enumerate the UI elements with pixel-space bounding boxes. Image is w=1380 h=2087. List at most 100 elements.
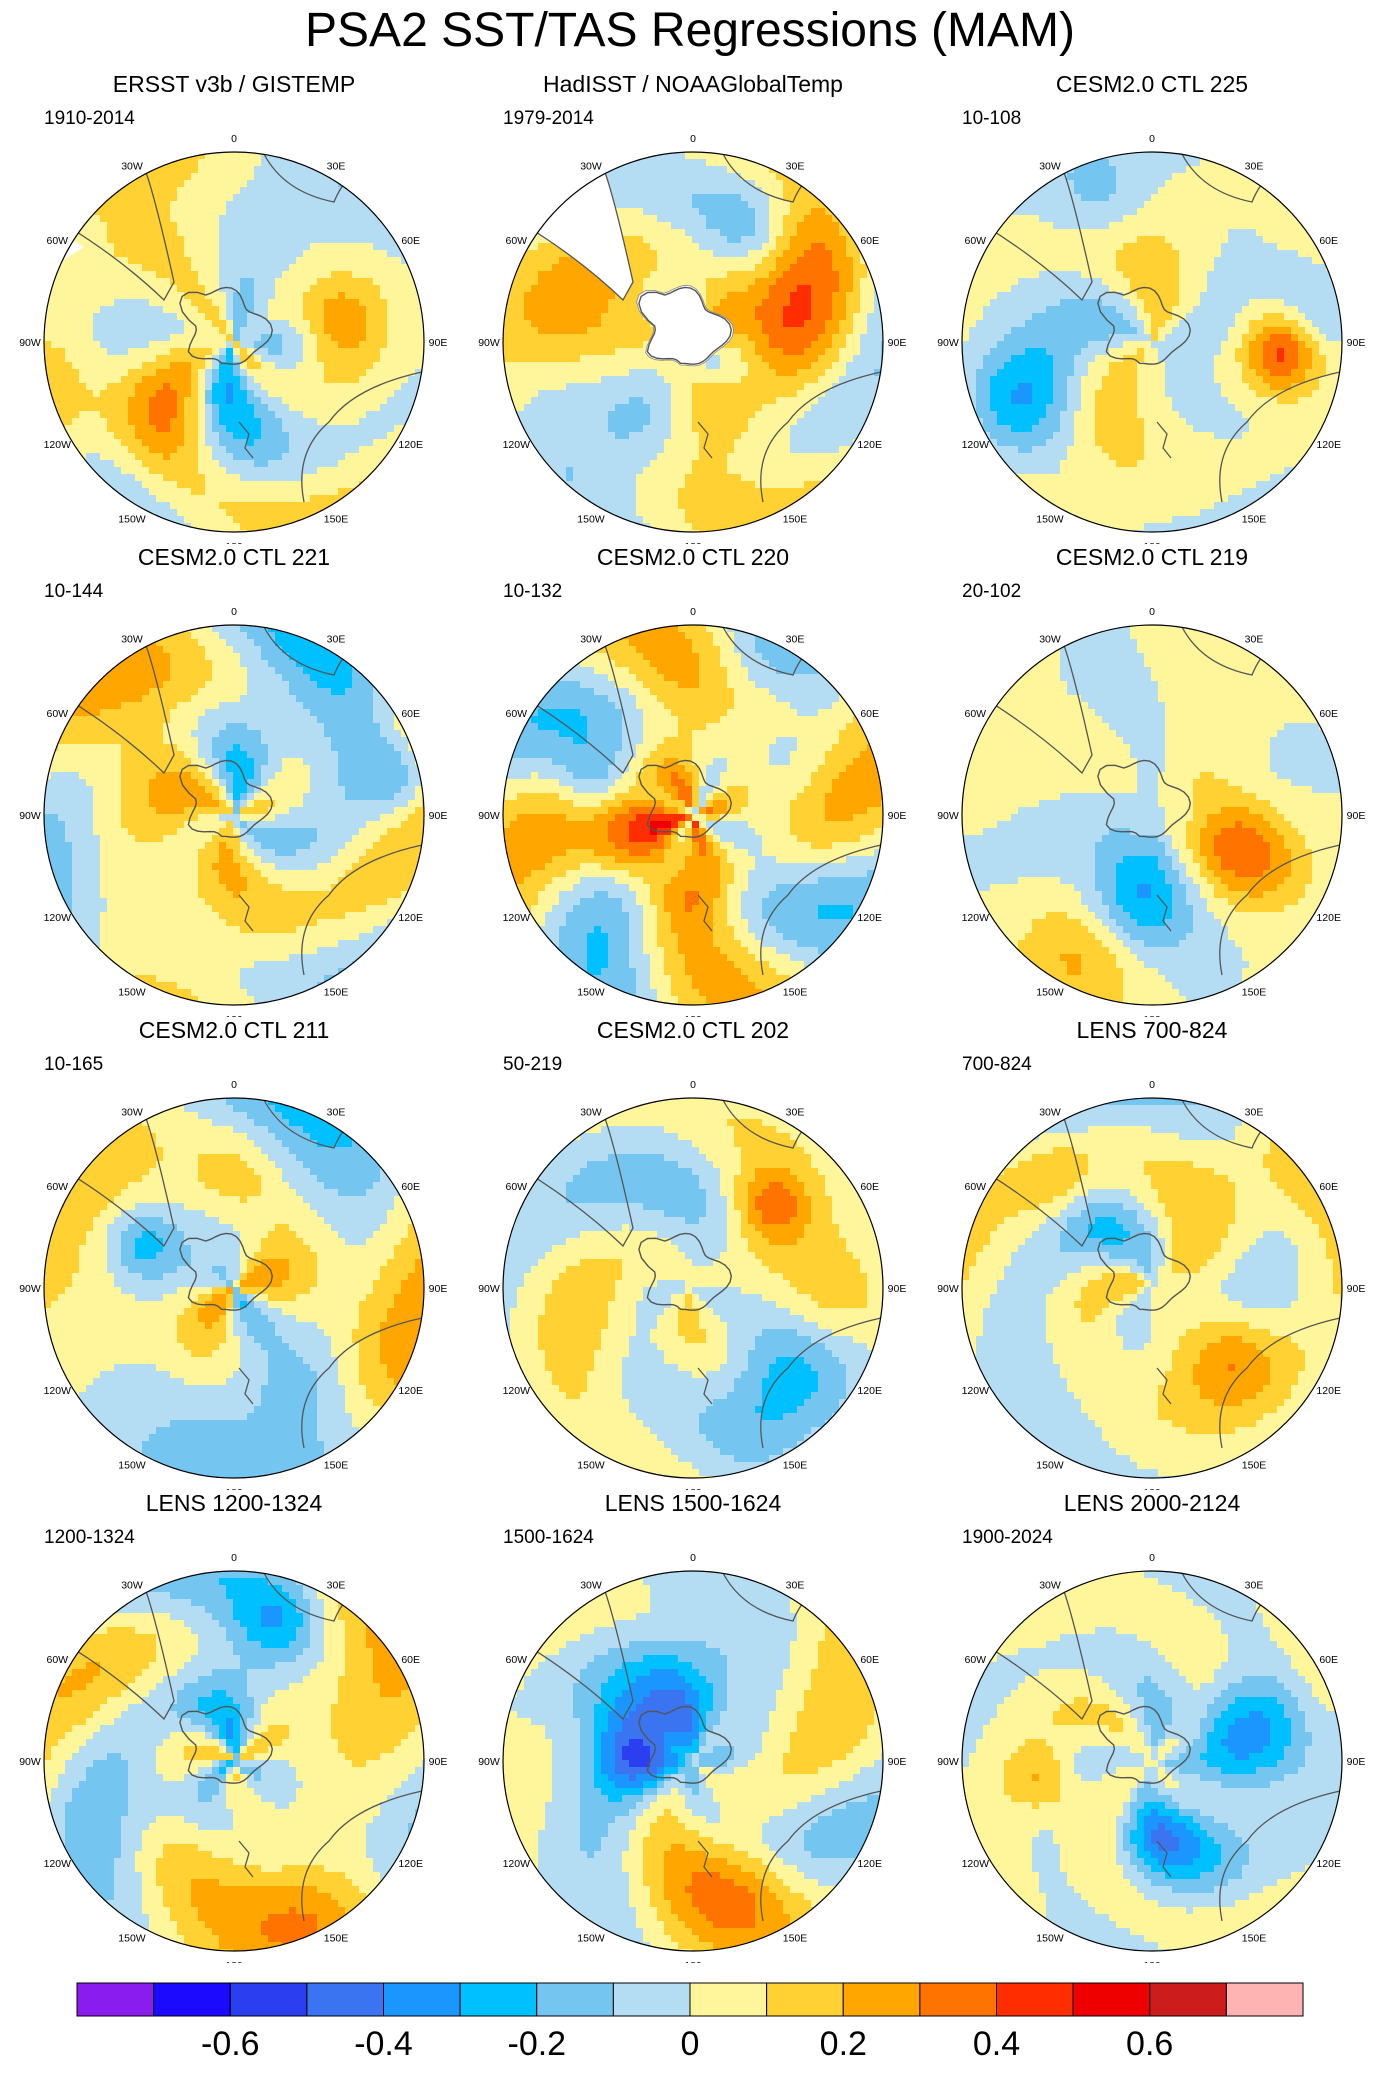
longitude-label: 90E bbox=[888, 1756, 907, 1768]
longitude-label: 120W bbox=[44, 1858, 72, 1870]
longitude-label: 30W bbox=[121, 1579, 143, 1591]
panel-title: CESM2.0 CTL 225 bbox=[922, 70, 1380, 98]
map-panel: CESM2.0 CTL 211 10-165 0 30E 60E 90E 120E 150E 1… bbox=[4, 1016, 464, 1490]
longitude-label: 90W bbox=[478, 1756, 500, 1768]
sst-field bbox=[44, 1571, 424, 1951]
longitude-label: 120E bbox=[857, 1385, 882, 1397]
longitude-label: 150E bbox=[783, 987, 808, 999]
longitude-label: 150W bbox=[118, 514, 146, 526]
antarctica-coastline bbox=[638, 1705, 733, 1784]
australia-coastline bbox=[760, 844, 882, 976]
longitude-label: 30W bbox=[580, 160, 602, 172]
antarctica-coastline bbox=[1097, 1232, 1192, 1311]
panel-title: LENS 2000-2124 bbox=[922, 1489, 1380, 1517]
map-panel: LENS 700-824 700-824 0 30E 60E 90E 120E 150E 180… bbox=[922, 1016, 1380, 1490]
longitude-label: 180 bbox=[1143, 1014, 1161, 1017]
longitude-label: 150W bbox=[1036, 514, 1064, 526]
longitude-label: 30E bbox=[327, 1579, 346, 1591]
longitude-label: 90W bbox=[478, 337, 500, 349]
map-boundary bbox=[502, 1570, 884, 1952]
south-america-coastline bbox=[44, 1585, 175, 1721]
longitude-label: 90E bbox=[429, 1283, 448, 1295]
longitude-label: 180 bbox=[225, 541, 243, 544]
antarctica-coastline bbox=[179, 1705, 274, 1784]
longitude-label: 60E bbox=[860, 235, 879, 247]
longitude-label: 60E bbox=[401, 235, 420, 247]
new-zealand-coastline bbox=[1156, 894, 1172, 932]
polar-map: 0 30E 60E 90E 120E 150E 180 150W 120W 90W 60W 30W bbox=[478, 1079, 906, 1490]
longitude-label: 60E bbox=[401, 1654, 420, 1666]
longitude-label: 90E bbox=[429, 337, 448, 349]
longitude-label: 0 bbox=[1149, 606, 1155, 618]
longitude-label: 0 bbox=[690, 1079, 696, 1091]
map-boundary bbox=[43, 624, 425, 1006]
longitude-label: 30W bbox=[580, 633, 602, 645]
longitude-label: 120W bbox=[503, 912, 531, 924]
longitude-label: 90E bbox=[888, 337, 907, 349]
polar-map: 0 30E 60E 90E 120E 150E 180 150W 120W 90W 60W 30W bbox=[478, 1552, 907, 1963]
longitude-label: 90W bbox=[478, 1283, 500, 1295]
polar-map: 0 30E 60E 90E 120E 150E 180 150W 120W 90W 60W 30W bbox=[937, 1079, 1365, 1490]
south-america-coastline bbox=[44, 166, 175, 302]
new-zealand-coastline bbox=[238, 1367, 254, 1405]
panel-year-range: 10-165 bbox=[44, 1054, 103, 1076]
figure-title: PSA2 SST/TAS Regressions (MAM) bbox=[0, 0, 1380, 70]
antarctica-coastline bbox=[1097, 1705, 1192, 1784]
longitude-label: 90W bbox=[19, 337, 41, 349]
longitude-label: 90W bbox=[937, 810, 959, 822]
panel-title: HadISST / NOAAGlobalTemp bbox=[463, 70, 923, 98]
longitude-label: 30W bbox=[580, 1579, 602, 1591]
longitude-label: 60E bbox=[401, 1181, 420, 1193]
new-zealand-coastline bbox=[697, 894, 713, 932]
longitude-label: 30E bbox=[327, 1106, 346, 1118]
polar-map: 0 30E 60E 90E 120E 150E 180 150W 120W 90W 60W 30W bbox=[937, 1552, 1365, 1963]
map-panel: LENS 1500-1624 1500-1624 0 30E 60E 90E 120E 150… bbox=[463, 1489, 923, 1963]
panel-title: CESM2.0 CTL 211 bbox=[4, 1016, 464, 1044]
panel-year-range: 1200-1324 bbox=[44, 1527, 135, 1549]
polar-map: 0 30E 60E 90E 120E 150E 180 150W 120W 90W 60W 30W bbox=[937, 133, 1365, 544]
longitude-label: 150E bbox=[1242, 1460, 1267, 1472]
south-america-coastline bbox=[962, 166, 1093, 302]
longitude-label: 30E bbox=[1245, 1579, 1264, 1591]
longitude-label: 180 bbox=[1143, 1960, 1161, 1963]
longitude-label: 60E bbox=[1319, 1181, 1338, 1193]
south-america-coastline bbox=[962, 1112, 1093, 1248]
polar-map: 0 30E 60E 90E 120E 150E 180 150W 120W 90W 60W 30W bbox=[19, 133, 448, 544]
longitude-label: 150W bbox=[1036, 1460, 1064, 1472]
longitude-label: 0 bbox=[690, 1552, 696, 1564]
panel-year-range: 10-144 bbox=[44, 581, 103, 603]
map-boundary bbox=[502, 1097, 884, 1479]
south-america-coastline bbox=[503, 639, 634, 775]
longitude-label: 150W bbox=[1036, 987, 1064, 999]
new-zealand-coastline bbox=[697, 421, 713, 459]
longitude-label: 90E bbox=[1347, 810, 1366, 822]
panel-year-range: 10-108 bbox=[962, 108, 1021, 130]
longitude-label: 150E bbox=[324, 1460, 349, 1472]
sst-field bbox=[44, 625, 424, 1005]
australia-coastline bbox=[1219, 844, 1341, 976]
australia-coastline bbox=[301, 1790, 423, 1922]
longitude-label: 60E bbox=[860, 1654, 879, 1666]
new-zealand-coastline bbox=[238, 894, 254, 932]
longitude-label: 180 bbox=[225, 1960, 243, 1963]
longitude-label: 150E bbox=[324, 514, 349, 526]
map-boundary bbox=[43, 1570, 425, 1952]
south-america-coastline bbox=[503, 1585, 634, 1721]
antarctica-coastline bbox=[638, 1232, 733, 1311]
south-america-coastline bbox=[44, 639, 175, 775]
longitude-label: 120W bbox=[44, 439, 72, 451]
longitude-label: 180 bbox=[684, 1960, 702, 1963]
longitude-label: 120E bbox=[1316, 1385, 1341, 1397]
polar-map: 0 30E 60E 90E 120E 150E 180 150W 120W 90W 60W 30W bbox=[937, 606, 1366, 1017]
longitude-label: 180 bbox=[225, 1014, 243, 1017]
antarctica-coastline bbox=[179, 286, 274, 365]
longitude-label: 90E bbox=[429, 1756, 448, 1768]
longitude-label: 60W bbox=[506, 708, 528, 720]
panel-year-range: 1900-2024 bbox=[962, 1527, 1053, 1549]
longitude-label: 60W bbox=[506, 1181, 528, 1193]
longitude-label: 60W bbox=[47, 1654, 69, 1666]
longitude-label: 120E bbox=[857, 1858, 882, 1870]
longitude-label: 180 bbox=[684, 1487, 702, 1490]
longitude-label: 150E bbox=[1242, 987, 1267, 999]
